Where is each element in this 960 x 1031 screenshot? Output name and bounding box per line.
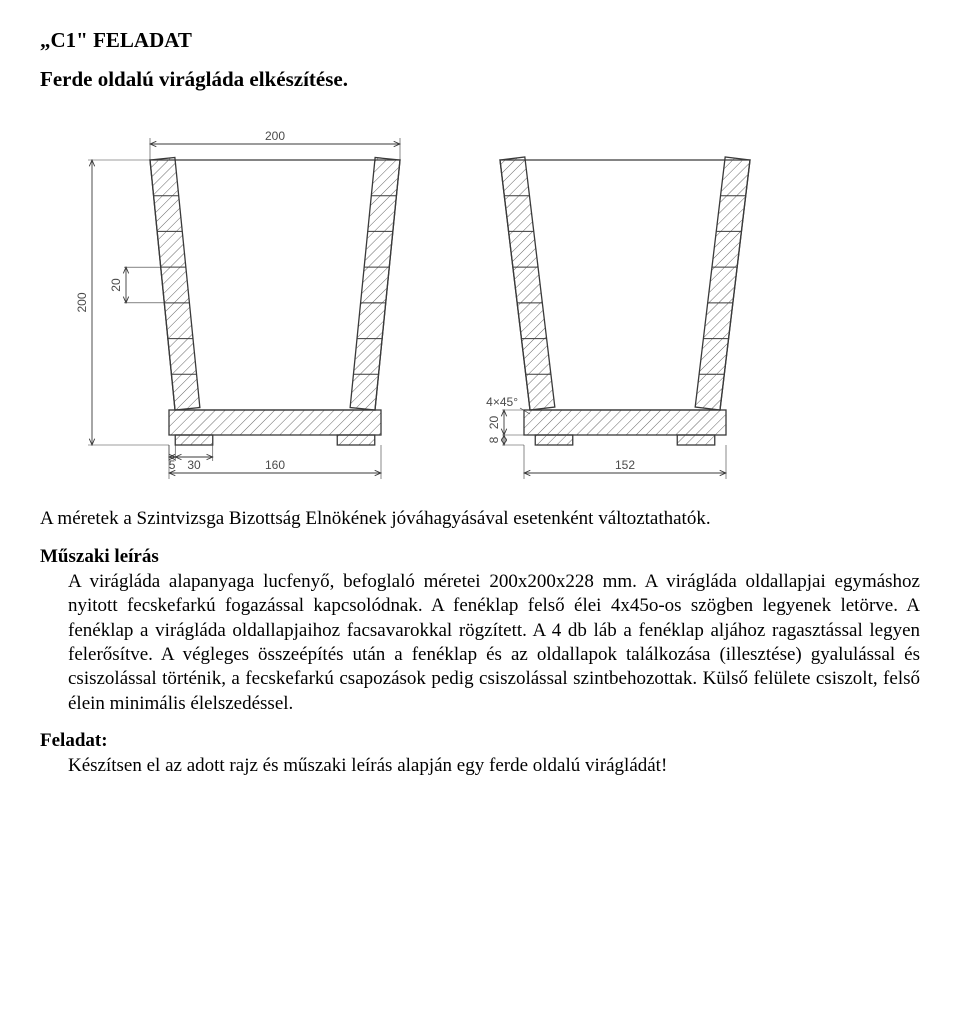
svg-text:5: 5 (169, 458, 176, 472)
svg-text:30: 30 (187, 458, 201, 472)
task-body: Készítsen el az adott rajz és műszaki le… (40, 754, 920, 778)
task-code-title: „C1" FELADAT (40, 28, 920, 53)
svg-text:152: 152 (615, 458, 635, 472)
svg-text:200: 200 (265, 129, 285, 143)
svg-text:160: 160 (265, 458, 285, 472)
task-heading: Feladat: (40, 730, 920, 752)
svg-text:20: 20 (109, 278, 123, 292)
tech-spec-body: A virágláda alapanyaga lucfenyő, befogla… (40, 570, 920, 716)
svg-text:20: 20 (487, 416, 501, 430)
tech-spec-heading: Műszaki leírás (40, 546, 920, 568)
svg-text:200: 200 (75, 292, 89, 312)
task-subtitle: Ferde oldalú virágláda elkészítése. (40, 67, 920, 92)
technical-drawing: 200 160 200 20 5 30 152 4×45° 20 8 (40, 110, 920, 490)
svg-text:8: 8 (487, 436, 501, 443)
svg-text:4×45°: 4×45° (486, 395, 518, 409)
figure-caption: A méretek a Szintvizsga Bizottság Elnöké… (40, 508, 920, 530)
